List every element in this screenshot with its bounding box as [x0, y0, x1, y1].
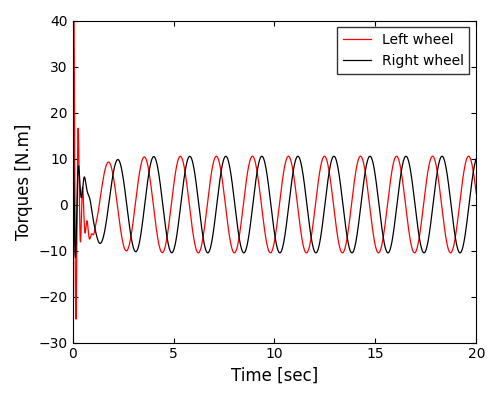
Left wheel [70, 202, 75, 207]
Left wheel [390, 160, 396, 165]
Right wheel [390, 230, 396, 235]
Left wheel [216, 158, 222, 163]
Right wheel [474, 156, 480, 161]
Right wheel [70, 87, 75, 92]
Right wheel [90, 216, 96, 221]
Legend: Left wheel, Right wheel: Left wheel, Right wheel [338, 28, 469, 74]
Right wheel [308, 237, 314, 242]
Left wheel [308, 232, 314, 237]
Right wheel [216, 186, 222, 190]
Right wheel [369, 157, 375, 162]
X-axis label: Time [sec]: Time [sec] [231, 367, 318, 385]
Left wheel [73, 317, 79, 322]
Y-axis label: Torques [N.m]: Torques [N.m] [15, 123, 33, 240]
Left wheel [90, 232, 96, 237]
Left wheel [369, 222, 375, 227]
Line: Right wheel: Right wheel [72, 90, 476, 257]
Line: Left wheel: Left wheel [72, 0, 476, 319]
Right wheel [326, 170, 332, 174]
Right wheel [72, 255, 78, 260]
Left wheel [326, 169, 332, 174]
Left wheel [474, 191, 480, 196]
